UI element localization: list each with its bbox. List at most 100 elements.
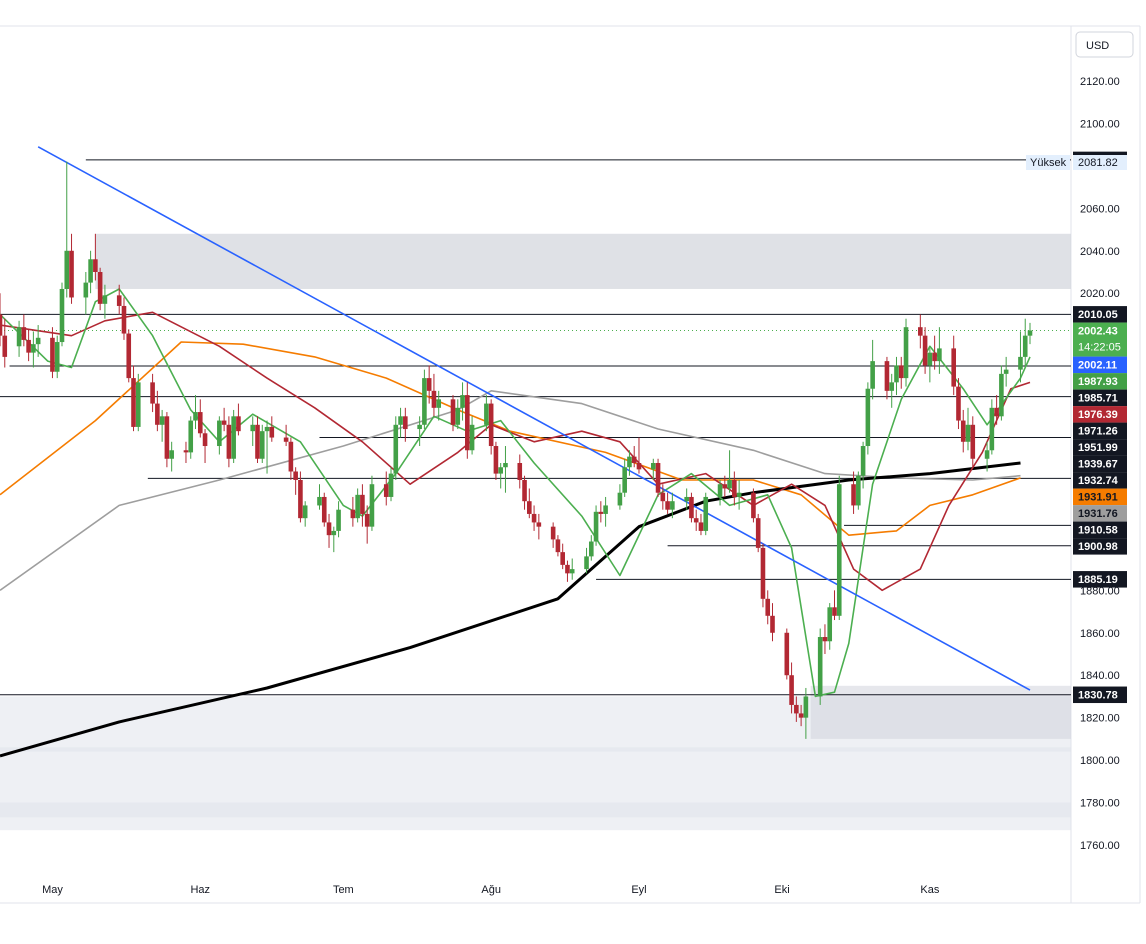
candle-body [965,424,971,442]
candle-body [918,327,923,336]
candle-body [469,424,475,451]
candle [817,628,823,705]
candle [283,424,289,447]
candle-body [999,373,1004,417]
candle [760,543,766,608]
price-label-bg [1073,686,1127,704]
candle-body [817,637,823,697]
candle [426,365,432,404]
price-label-text: 2002.11 [1078,360,1117,372]
candle-body [188,420,194,453]
candle [1018,331,1023,383]
candle [16,320,22,357]
moving-average-0 [0,390,1021,591]
high-marker-label: Yüksek [1030,157,1067,169]
candle-body [932,352,937,362]
candle-body [870,361,875,389]
candle-body [765,598,771,616]
candle [336,501,341,538]
candle [836,475,842,621]
price-label-text: 1931.91 [1078,492,1118,504]
plot-area [0,146,1071,831]
candle [398,407,403,438]
candle-body [698,522,704,531]
candle [698,513,704,536]
candle-body [217,420,222,447]
candle-body [722,484,728,489]
candle [131,365,136,432]
candle [288,437,294,480]
price-label: 1939.67 [1073,455,1127,473]
price-label-text: 2002.43 [1078,326,1118,338]
candle-body [503,463,508,468]
currency-button[interactable]: USD [1075,31,1134,58]
candle-body [994,407,999,417]
candle-body [317,496,322,506]
y-tick-label: 1820.00 [1080,713,1120,725]
candle-body [135,382,141,427]
candle-body [226,424,232,459]
candle [569,558,575,580]
candle-body [283,437,289,442]
candle-body [431,390,437,408]
candle [693,509,699,531]
candle-body [951,348,957,387]
y-tick-label: 2040.00 [1080,246,1120,258]
candle [31,331,36,368]
candle [0,293,3,347]
candle-body [369,484,375,527]
candle [903,318,909,387]
candle-body [903,327,909,379]
candle [898,356,904,389]
price-label: 1910.58 [1073,521,1127,539]
candle [231,409,236,463]
candle-body [159,416,165,425]
trendline[interactable] [37,146,1031,691]
x-tick-label: May [42,884,63,896]
candle [183,441,189,463]
candle [331,526,337,553]
high-marker: Yüksek 2081.82 [1026,155,1127,170]
y-tick-label: 2120.00 [1080,76,1120,88]
candle-body [670,501,675,510]
candle [135,373,141,432]
candle [684,488,689,510]
countdown-label: 14:22:05 [1078,342,1121,354]
price-label-bg [1073,422,1127,440]
candle-body [689,496,694,519]
candle-body [593,511,599,542]
candle-body [536,522,542,527]
candle [50,327,55,379]
candle-body [517,463,523,480]
x-tick-label: Tem [333,884,354,896]
candle-body [827,607,833,642]
candle-body [0,314,3,336]
candle-body [522,479,527,502]
price-axis[interactable]: 2120.00 2100.00 2060.00 2040.00 2020.00 1880.… [1073,76,1127,852]
price-label-bg [1073,538,1127,555]
candle-body [650,463,656,470]
y-tick-label: 1780.00 [1080,798,1120,810]
candle [956,378,961,430]
candle [736,479,742,510]
price-label: 1987.93 [1073,373,1127,390]
candle [870,339,875,400]
price-label-text: 1830.78 [1078,690,1118,702]
candle-body [860,446,866,476]
candle-body [2,335,8,357]
candle [999,365,1004,421]
y-tick-label: 1760.00 [1080,840,1120,852]
time-axis[interactable]: May Haz Tem Ağu Eyl Eki Kas [42,884,940,896]
candle [369,475,375,531]
candle-body [193,412,198,421]
candle [221,407,227,432]
candle [889,373,895,408]
candle-body [121,305,127,334]
candle [856,471,861,510]
candle-body [436,399,442,408]
candle-body [617,492,623,506]
candle [531,505,537,531]
candle [403,407,408,442]
